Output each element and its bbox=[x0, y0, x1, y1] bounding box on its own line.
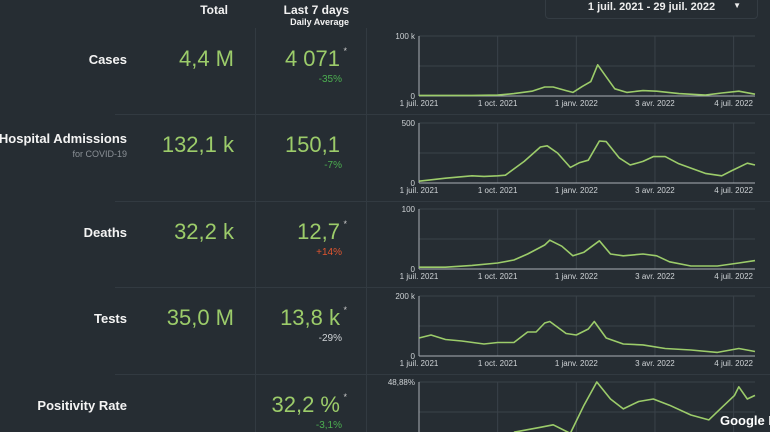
y-tick-label: 0 bbox=[411, 92, 416, 101]
row-divider bbox=[115, 114, 770, 115]
date-range-value: 1 juil. 2021 - 29 juil. 2022 bbox=[587, 1, 716, 13]
series-line bbox=[419, 239, 756, 269]
footnote-marker: * bbox=[343, 305, 347, 315]
x-tick-label: 4 juil. 2022 bbox=[714, 359, 753, 368]
metric-change: -29% bbox=[318, 333, 342, 344]
x-tick-label: 3 avr. 2022 bbox=[635, 99, 675, 108]
metric-change: -35% bbox=[318, 74, 342, 85]
x-tick-label: 3 avr. 2022 bbox=[635, 186, 675, 195]
y-tick-label: 100 bbox=[402, 205, 416, 214]
x-tick-label: 1 juil. 2021 bbox=[400, 359, 439, 368]
metric-total: 32,2 k bbox=[174, 219, 234, 244]
metric-label: Hospital Admissions bbox=[0, 131, 127, 146]
y-tick-label: 500 bbox=[402, 119, 416, 128]
metric-label: Deaths bbox=[83, 225, 127, 240]
row-divider bbox=[115, 201, 770, 202]
metric-daily-average: 4 071 bbox=[284, 46, 340, 71]
y-tick-label: 0 bbox=[411, 179, 416, 188]
charts-area: 0 100 k 1 juil. 2021 1 oct. 2021 1 janv. 202… bbox=[388, 32, 756, 432]
y-tick-label: 100 k bbox=[395, 32, 416, 41]
header-daily-average: Daily Average bbox=[290, 17, 349, 27]
x-tick-label: 1 oct. 2021 bbox=[478, 186, 518, 195]
x-tick-label: 1 janv. 2022 bbox=[555, 186, 599, 195]
x-tick-label: 1 oct. 2021 bbox=[478, 359, 518, 368]
x-tick-label: 1 janv. 2022 bbox=[555, 272, 599, 281]
metric-daily-average: 32,2 % bbox=[271, 392, 341, 417]
date-range-selector[interactable]: 1 juil. 2021 - 29 juil. 2022 ▼ bbox=[545, 0, 758, 19]
header-total: Total bbox=[200, 3, 228, 17]
footnote-marker: * bbox=[343, 392, 347, 402]
header-last7: Last 7 days bbox=[283, 3, 349, 17]
metric-daily-average: 13,8 k bbox=[280, 305, 340, 330]
x-tick-label: 4 juil. 2022 bbox=[714, 186, 753, 195]
x-tick-label: 1 juil. 2021 bbox=[400, 272, 439, 281]
metric-daily-average: 12,7 bbox=[297, 219, 340, 244]
x-tick-label: 1 oct. 2021 bbox=[478, 99, 518, 108]
series-line bbox=[513, 381, 756, 432]
metric-total: 132,1 k bbox=[161, 132, 234, 157]
metric-change: -7% bbox=[324, 160, 342, 171]
series-line bbox=[418, 320, 756, 354]
series-line bbox=[418, 140, 756, 182]
footnote-marker: * bbox=[343, 46, 347, 56]
x-tick-label: 4 juil. 2022 bbox=[714, 99, 753, 108]
series-line bbox=[419, 64, 756, 97]
footnote-marker: * bbox=[343, 219, 347, 229]
y-tick-label: 0 bbox=[411, 352, 416, 361]
x-tick-label: 1 juil. 2021 bbox=[400, 186, 439, 195]
x-tick-label: 1 oct. 2021 bbox=[478, 272, 518, 281]
y-tick-label: 48,88% bbox=[388, 378, 415, 387]
metric-change: -3,1% bbox=[315, 420, 342, 431]
row-divider bbox=[115, 374, 770, 375]
x-tick-label: 1 janv. 2022 bbox=[555, 99, 599, 108]
metric-label: Tests bbox=[94, 311, 127, 326]
y-tick-label: 200 k bbox=[395, 292, 416, 301]
metric-total: 35,0 M bbox=[166, 305, 234, 330]
row-divider bbox=[115, 287, 770, 288]
metric-label: Positivity Rate bbox=[37, 398, 127, 413]
caret-down-icon: ▼ bbox=[733, 1, 741, 10]
metric-sublabel: for COVID-19 bbox=[72, 149, 127, 159]
y-tick-label: 0 bbox=[411, 265, 416, 274]
x-tick-label: 1 janv. 2022 bbox=[555, 359, 599, 368]
column-divider bbox=[255, 28, 256, 432]
metric-change: +14% bbox=[316, 247, 342, 258]
x-tick-label: 1 juil. 2021 bbox=[400, 99, 439, 108]
metric-total: 4,4 M bbox=[178, 46, 234, 71]
x-tick-label: 4 juil. 2022 bbox=[714, 272, 753, 281]
metric-daily-average: 150,1 bbox=[284, 132, 340, 157]
x-tick-label: 3 avr. 2022 bbox=[635, 272, 675, 281]
column-divider bbox=[366, 28, 367, 432]
metric-label: Cases bbox=[88, 52, 127, 67]
x-tick-label: 3 avr. 2022 bbox=[635, 359, 675, 368]
google-logo-watermark: Google D bbox=[720, 413, 770, 428]
